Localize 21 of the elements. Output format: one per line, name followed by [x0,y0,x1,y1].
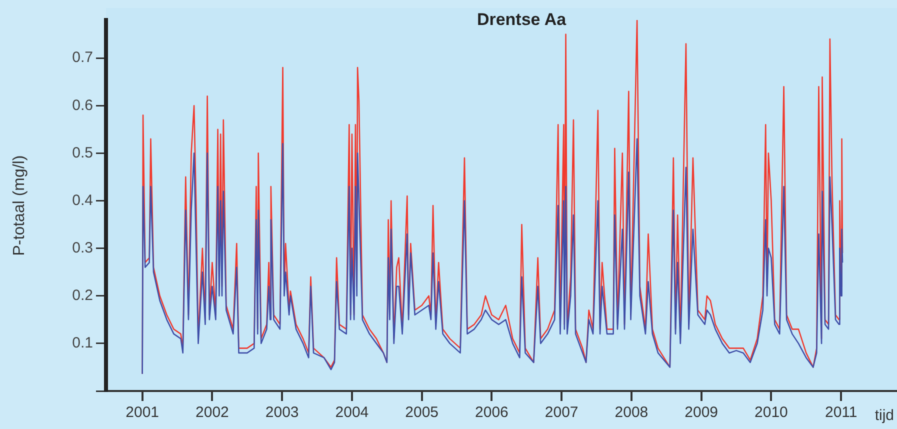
y-tick-label: 0.5 [72,144,93,162]
x-tick-label: 2003 [265,404,299,422]
x-tick-label: 2011 [824,404,858,422]
y-tick-label: 0.6 [72,96,93,114]
x-tick-label: 2001 [126,404,160,422]
x-tick-label: 2004 [335,404,369,422]
x-tick-label: 2007 [544,404,578,422]
x-tick-label: 2002 [196,404,229,422]
y-tick-label: 0.3 [72,239,93,256]
x-tick-label: 2010 [754,404,788,422]
y-axis-title: P-totaal (mg/l) [11,155,28,256]
y-tick-label: 0.1 [72,334,93,352]
x-tick-label: 2006 [475,404,508,422]
x-tick-label: 2009 [684,404,718,422]
x-tick-label: 2005 [405,404,439,422]
x-tick-label: 2008 [614,404,648,422]
y-tick-label: 0.7 [72,49,93,66]
y-tick-label: 0.2 [72,287,93,304]
chart-title: Drentse Aa [476,10,567,30]
y-tick-label: 0.4 [72,192,93,209]
x-axis-title: tijd [874,407,894,424]
